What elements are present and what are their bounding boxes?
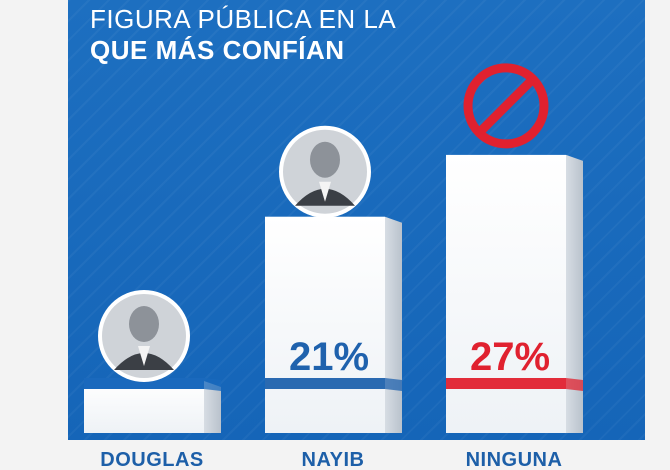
category-label: NINGUNA bbox=[466, 449, 563, 470]
bar-ninguna: 27% bbox=[446, 63, 583, 433]
bar-stripe bbox=[84, 378, 204, 389]
bar-front bbox=[84, 381, 204, 433]
bar-side bbox=[566, 154, 583, 433]
title-line-1: FIGURA PÚBLICA EN LA bbox=[90, 4, 397, 34]
bar-stripe bbox=[265, 378, 385, 389]
bar-stripe-side bbox=[204, 378, 221, 391]
category-label: NAYIB bbox=[302, 449, 365, 470]
bar-side bbox=[204, 381, 221, 433]
title-line-2: QUE MÁS CONFÍAN bbox=[90, 35, 345, 65]
chart-title: FIGURA PÚBLICA EN LA QUE MÁS CONFÍAN bbox=[90, 4, 396, 66]
value-label: 21% bbox=[289, 335, 369, 379]
bar-front bbox=[265, 216, 385, 433]
bar-douglas: 5% bbox=[84, 290, 221, 433]
bar-nayib: 21% bbox=[265, 125, 402, 433]
bar-stripe bbox=[446, 378, 566, 389]
bar-side bbox=[385, 216, 402, 433]
portrait-photo bbox=[279, 125, 371, 218]
category-label: DOUGLAS bbox=[100, 449, 204, 470]
bar-stripe-side bbox=[566, 378, 583, 391]
portrait-photo bbox=[98, 290, 190, 382]
floor bbox=[68, 440, 670, 470]
bar-front bbox=[446, 154, 566, 433]
prohibited-icon bbox=[463, 63, 549, 149]
value-label: 27% bbox=[470, 335, 550, 379]
bar-stripe-side bbox=[385, 378, 402, 391]
